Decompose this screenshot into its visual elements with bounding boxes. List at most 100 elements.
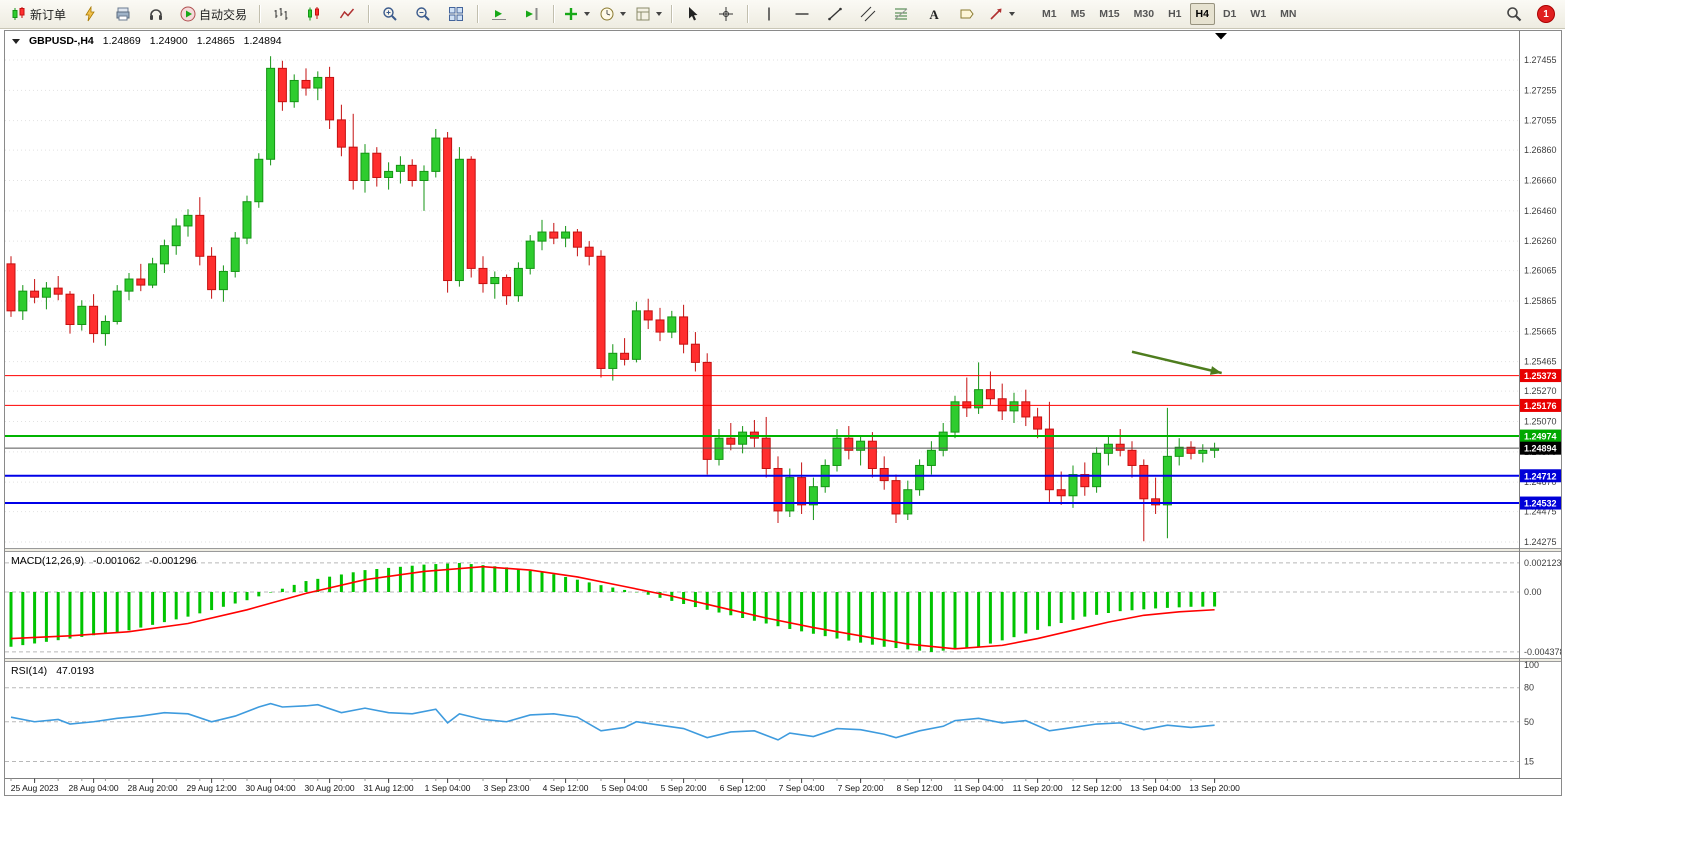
lightning-button[interactable]: [74, 2, 106, 26]
auto-scroll-button[interactable]: [483, 2, 515, 26]
chart-shift-button[interactable]: [516, 2, 548, 26]
svg-text:29 Aug 12:00: 29 Aug 12:00: [187, 783, 237, 793]
timeframe-M15[interactable]: M15: [1099, 8, 1120, 20]
time-axis[interactable]: 25 Aug 2023 28 Aug 04:00 28 Aug 20:00 29 Au…: [5, 778, 1561, 794]
toolbar-separator: [747, 5, 749, 23]
trendline-button[interactable]: [819, 2, 851, 26]
svg-text:30 Aug 20:00: 30 Aug 20:00: [305, 783, 355, 793]
svg-text:8 Sep 12:00: 8 Sep 12:00: [897, 783, 943, 793]
svg-text:1.25665: 1.25665: [1524, 326, 1557, 336]
indicators-plus-icon: [565, 8, 578, 20]
trendline-icon: [828, 7, 842, 21]
svg-text:1.24275: 1.24275: [1524, 537, 1557, 547]
toolbar-right-cluster: 1: [1498, 0, 1555, 28]
tile-windows-button[interactable]: [440, 2, 472, 26]
price-badge-1.24974: 1.24974: [1520, 429, 1561, 443]
dropdown-caret-icon: [584, 12, 591, 16]
timeframe-H1[interactable]: H1: [1168, 8, 1182, 20]
svg-text:11 Sep 20:00: 11 Sep 20:00: [1013, 783, 1063, 793]
svg-text:100: 100: [1524, 660, 1539, 670]
chart-shift-icon: [526, 8, 538, 20]
fibonacci-icon: [894, 8, 908, 20]
search-button[interactable]: [1498, 2, 1530, 26]
timeframe-M30[interactable]: M30: [1133, 8, 1155, 20]
vertical-line-button[interactable]: [753, 2, 785, 26]
bar-chart-button[interactable]: [265, 2, 297, 26]
autotrading-button[interactable]: 自动交易: [173, 2, 254, 26]
panel-splitter[interactable]: [5, 548, 1561, 552]
panel-splitter[interactable]: [5, 658, 1561, 662]
chart-window: 1.27455 1.27255 1.27055 1.26860 1.26660 1.264…: [4, 30, 1562, 796]
timeframe-toolbar: M1 M5 M15 M30 H1 H4 D1 W1 MN: [1036, 3, 1302, 25]
svg-text:1.26065: 1.26065: [1524, 266, 1557, 276]
svg-text:25 Aug 2023: 25 Aug 2023: [11, 783, 59, 793]
text-tool-icon: A: [929, 6, 939, 22]
svg-text:1.26660: 1.26660: [1524, 176, 1557, 186]
svg-text:5 Sep 20:00: 5 Sep 20:00: [661, 783, 707, 793]
printer-icon: [116, 7, 130, 21]
svg-text:80: 80: [1524, 683, 1534, 693]
svg-text:1.27055: 1.27055: [1524, 116, 1557, 126]
svg-text:0.00: 0.00: [1524, 587, 1542, 597]
svg-text:1.27455: 1.27455: [1524, 55, 1557, 65]
svg-text:1.25070: 1.25070: [1524, 417, 1557, 427]
timeframe-H4[interactable]: H4: [1189, 3, 1215, 25]
svg-text:1.24532: 1.24532: [1524, 499, 1557, 509]
timeframe-M5[interactable]: M5: [1070, 8, 1086, 20]
chart-shift-marker[interactable]: [1215, 33, 1227, 40]
headset-button[interactable]: [140, 2, 172, 26]
printer-button[interactable]: [107, 2, 139, 26]
candles: [6, 56, 1220, 542]
svg-text:-0.004378: -0.004378: [1524, 647, 1561, 657]
timeframe-M1[interactable]: M1: [1042, 8, 1057, 20]
timeframe-W1[interactable]: W1: [1250, 8, 1267, 20]
text-tool-button[interactable]: A: [918, 2, 950, 26]
price-badge-1.24894: 1.24894: [1520, 441, 1561, 455]
lightning-icon: [85, 6, 95, 22]
indicators-button[interactable]: [559, 2, 594, 26]
tile-windows-icon: [449, 7, 464, 21]
main-toolbar: 新订单 自动交易: [0, 0, 1565, 29]
price-badge-1.24532: 1.24532: [1520, 496, 1561, 510]
timeframe-D1[interactable]: D1: [1222, 8, 1237, 20]
svg-text:1.25865: 1.25865: [1524, 296, 1557, 306]
text-label-button[interactable]: [951, 2, 983, 26]
svg-text:13 Sep 20:00: 13 Sep 20:00: [1189, 783, 1240, 793]
headset-icon: [150, 9, 163, 20]
zoom-in-icon: [383, 7, 397, 21]
autotrading-play-icon: [180, 6, 196, 22]
symbol-menu-icon[interactable]: [12, 38, 20, 44]
macd-histogram: [9, 562, 1217, 652]
price-badge-1.24712: 1.24712: [1520, 469, 1561, 483]
templates-button[interactable]: [631, 2, 666, 26]
chart-canvas[interactable]: 1.27455 1.27255 1.27055 1.26860 1.26660 1.264…: [5, 31, 1561, 795]
svg-text:4 Sep 12:00: 4 Sep 12:00: [543, 783, 589, 793]
crosshair-button[interactable]: [710, 2, 742, 26]
timeframe-MN[interactable]: MN: [1280, 8, 1297, 20]
trend-arrow-annotation[interactable]: [1131, 350, 1222, 375]
zoom-in-button[interactable]: [374, 2, 406, 26]
candlestick-chart-button[interactable]: [298, 2, 330, 26]
template-icon: [636, 7, 650, 21]
zoom-out-button[interactable]: [407, 2, 439, 26]
svg-text:7 Sep 04:00: 7 Sep 04:00: [779, 783, 825, 793]
arrows-tool-button[interactable]: [984, 2, 1019, 26]
equidistant-channel-button[interactable]: [852, 2, 884, 26]
svg-text:5 Sep 04:00: 5 Sep 04:00: [602, 783, 648, 793]
svg-text:1 Sep 04:00: 1 Sep 04:00: [425, 783, 471, 793]
fibonacci-button[interactable]: [885, 2, 917, 26]
cursor-button[interactable]: [677, 2, 709, 26]
periods-button[interactable]: [595, 2, 630, 26]
svg-text:31 Aug 12:00: 31 Aug 12:00: [364, 783, 414, 793]
line-chart-icon: [339, 8, 355, 19]
price-gridlines: [5, 59, 1519, 543]
vertical-line-icon: [768, 7, 770, 21]
price-axis[interactable]: 1.27455 1.27255 1.27055 1.26860 1.26660 1.264…: [1519, 31, 1562, 778]
line-chart-button[interactable]: [331, 2, 363, 26]
svg-text:30 Aug 04:00: 30 Aug 04:00: [246, 783, 296, 793]
channel-icon: [860, 6, 876, 22]
horizontal-line-button[interactable]: [786, 2, 818, 26]
rsi-line: [10, 702, 1215, 741]
notification-badge[interactable]: 1: [1537, 5, 1555, 23]
new-order-button[interactable]: 新订单: [4, 2, 73, 26]
